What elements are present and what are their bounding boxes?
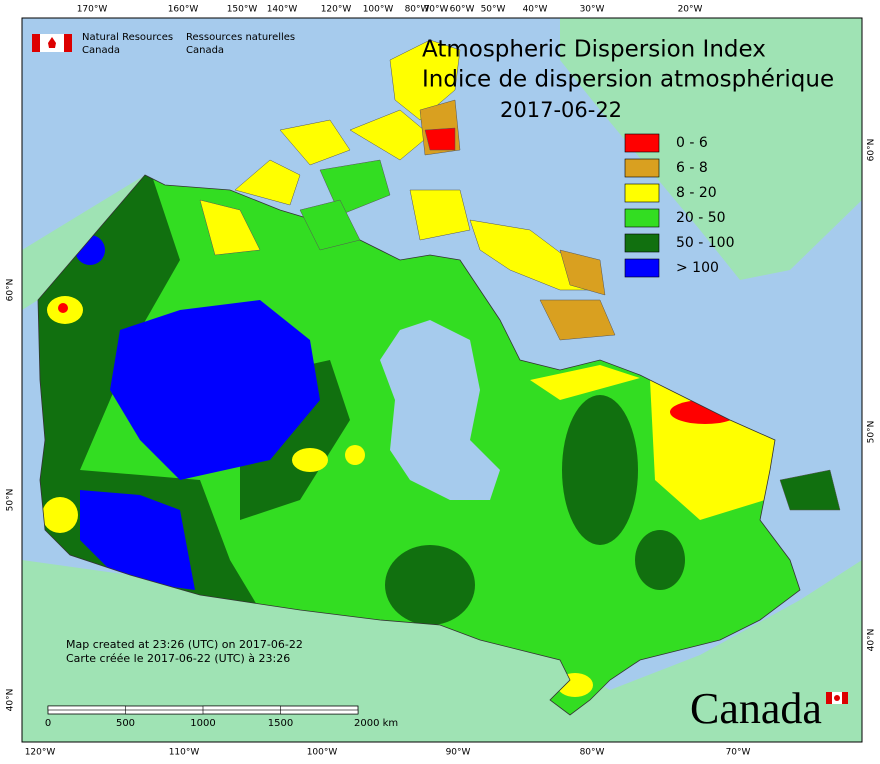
area-8-20 [530,365,640,400]
longitude-label: 80°W [405,5,430,15]
nrcan-header [32,34,72,52]
latitude-label: 40°N [867,629,877,652]
scale-label: 0 [45,718,51,729]
longitude-label: 110°W [169,748,200,758]
legend-label: 50 - 100 [676,235,735,251]
title: Atmospheric Dispersion Index [422,37,766,63]
latitude-label: 50°N [6,489,16,512]
legend-swatch [624,183,660,203]
legend-label: 20 - 50 [676,210,726,226]
longitude-label: 70°W [726,748,751,758]
hudson-bay [380,320,500,500]
canada-outline [37,174,801,716]
scale-label: 1000 [190,718,215,729]
longitude-label: 20°W [678,5,703,15]
map-note: Map created at 23:26 (UTC) on 2017-06-22 [66,638,303,651]
area-50-100 [635,530,685,590]
scale-label: 2000 km [354,718,398,729]
wordmark: Canada [690,684,822,733]
usa [22,560,862,742]
greenland [560,18,862,280]
scale-segment [280,709,359,715]
flag-bar [64,34,72,52]
latitude-label: 60°N [867,139,877,162]
dept-en: Natural Resources [82,32,173,43]
legend-swatch [624,208,660,228]
dept-fr: Canada [186,45,224,56]
area-over-100 [80,490,195,590]
longitude-label: 160°W [168,5,199,15]
map-note: Carte créée le 2017-06-22 (UTC) à 23:26 [66,652,290,665]
area-8-20 [292,448,328,472]
longitude-label: 100°W [363,5,394,15]
longitude-label: 120°W [25,748,56,758]
latitude-label: 50°N [867,421,877,444]
longitude-label: 90°W [446,748,471,758]
area-50-100 [385,545,475,625]
area-8-20 [42,497,78,533]
scale-segment [47,705,126,711]
longitude-label: 70°W [424,5,449,15]
area-over-100 [110,300,320,480]
scale-label: 1500 [268,718,293,729]
title: Indice de dispersion atmosphérique [422,67,834,93]
scale-label: 500 [116,718,135,729]
longitude-label: 120°W [321,5,352,15]
legend-swatch [624,258,660,278]
area-0-6 [58,303,68,313]
scale-segment [202,705,281,711]
latitude-label: 60°N [6,279,16,302]
dept-en: Canada [82,45,120,56]
longitude-label: 150°W [227,5,258,15]
wordmark-flag [826,692,848,704]
longitude-label: 60°W [450,5,475,15]
legend-label: 0 - 6 [676,135,708,151]
alaska [22,175,145,310]
legend-swatch [624,233,660,253]
map-body [22,18,862,742]
longitude-label: 170°W [77,5,108,15]
longitude-label: 80°W [580,748,605,758]
area-8-20 [345,445,365,465]
scale-segment [125,709,204,715]
legend-label: 8 - 20 [676,185,717,201]
legend-label: > 100 [676,260,719,276]
longitude-label: 100°W [307,748,338,758]
legend-swatch [624,133,660,153]
arctic-islands [199,39,841,511]
map-frame [21,17,863,743]
longitude-label: 30°W [580,5,605,15]
legend-label: 6 - 8 [676,160,708,176]
dept-fr: Ressources naturelles [186,32,295,43]
legend-swatch [624,158,660,178]
latitude-label: 40°N [6,689,16,712]
area-50-100 [562,395,638,545]
longitude-label: 50°W [481,5,506,15]
maple-leaf [48,37,56,48]
title-date: 2017-06-22 [500,98,622,122]
longitude-label: 140°W [267,5,298,15]
flag-bar [32,34,40,52]
longitude-label: 40°W [523,5,548,15]
